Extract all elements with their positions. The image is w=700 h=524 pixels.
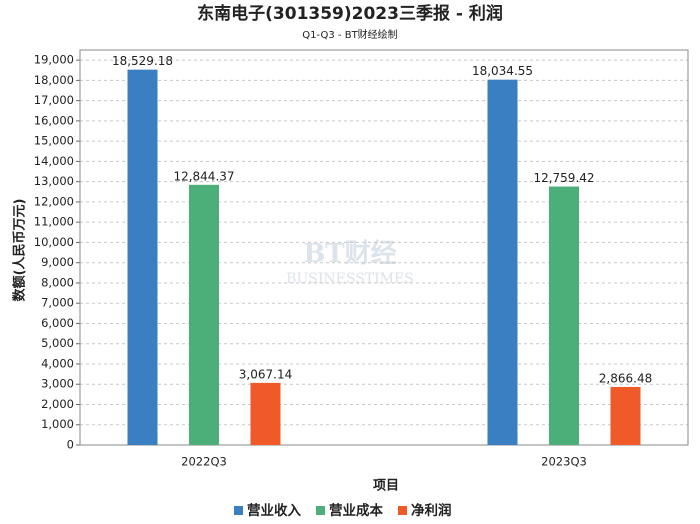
y-tick-label: 10,000 xyxy=(34,235,74,249)
legend-swatch xyxy=(398,506,407,515)
y-tick-label: 6,000 xyxy=(41,316,74,330)
y-tick-label: 16,000 xyxy=(34,113,74,127)
bar xyxy=(189,184,219,446)
y-tick-label: 8,000 xyxy=(41,275,74,289)
watermark: BUSINESSTIMES xyxy=(286,271,414,287)
bar xyxy=(250,382,281,445)
y-tick-label: 14,000 xyxy=(34,154,74,168)
x-tick-label: 2022Q3 xyxy=(181,455,227,469)
legend-label: 净利润 xyxy=(411,502,452,519)
legend-swatch xyxy=(316,506,325,515)
bar xyxy=(127,69,158,445)
y-tick-label: 18,000 xyxy=(34,73,74,87)
bar xyxy=(610,386,641,445)
y-tick-label: 7,000 xyxy=(41,296,74,310)
y-tick-label: 2,000 xyxy=(41,397,74,411)
legend-swatch xyxy=(234,506,243,515)
y-tick-label: 12,000 xyxy=(34,194,74,208)
y-tick-label: 15,000 xyxy=(34,134,74,148)
legend-label: 营业成本 xyxy=(329,502,383,519)
bar xyxy=(487,79,518,445)
plot-frame xyxy=(79,49,689,446)
y-tick-label: 11,000 xyxy=(34,215,74,229)
chart-title: 东南电子(301359)2023三季报 - 利润 xyxy=(197,3,503,24)
y-tick-label: 19,000 xyxy=(34,53,74,67)
y-tick-label: 0 xyxy=(67,438,74,452)
chart-subtitle: Q1-Q3 - BT财经绘制 xyxy=(302,28,397,41)
data-label: 12,759.42 xyxy=(533,171,594,185)
data-label: 3,067.14 xyxy=(239,367,292,381)
data-label: 2,866.48 xyxy=(599,371,652,385)
y-tick-label: 1,000 xyxy=(41,417,74,431)
watermark: BT财经 xyxy=(303,238,396,269)
legend-label: 营业收入 xyxy=(247,502,301,519)
y-tick-label: 13,000 xyxy=(34,174,74,188)
data-label: 18,529.18 xyxy=(112,54,173,68)
data-label: 12,844.37 xyxy=(173,169,234,183)
data-label: 18,034.55 xyxy=(472,64,533,78)
y-tick-label: 4,000 xyxy=(41,356,74,370)
x-axis-label: 项目 xyxy=(373,479,399,494)
y-tick-label: 3,000 xyxy=(41,377,74,391)
x-tick-label: 2023Q3 xyxy=(541,455,587,469)
y-tick-label: 9,000 xyxy=(41,255,74,269)
y-tick-label: 17,000 xyxy=(34,93,74,107)
bar xyxy=(549,186,579,445)
y-axis-label: 数额(人民币万元) xyxy=(12,199,28,302)
y-tick-label: 5,000 xyxy=(41,336,74,350)
